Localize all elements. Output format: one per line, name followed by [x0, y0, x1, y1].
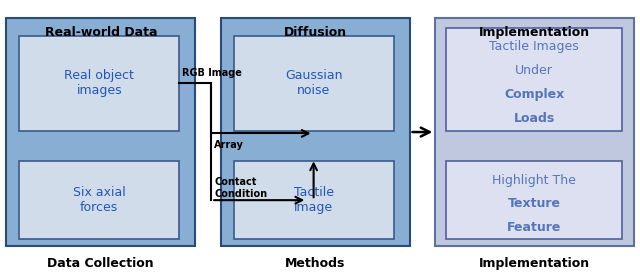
Text: Tactile Images: Tactile Images [489, 40, 579, 53]
Text: Complex: Complex [504, 88, 564, 101]
FancyBboxPatch shape [234, 36, 394, 131]
Text: Data Collection: Data Collection [47, 257, 154, 270]
Text: Six axial
forces: Six axial forces [73, 186, 125, 214]
FancyBboxPatch shape [446, 161, 622, 239]
Text: Under: Under [515, 64, 553, 77]
FancyBboxPatch shape [234, 161, 394, 239]
Text: Methods: Methods [285, 257, 346, 270]
Text: Implementation: Implementation [479, 257, 590, 270]
FancyBboxPatch shape [19, 36, 179, 131]
FancyBboxPatch shape [221, 18, 410, 246]
Text: Array: Array [214, 140, 244, 150]
Text: Tactile
image: Tactile image [294, 186, 333, 214]
FancyBboxPatch shape [446, 28, 622, 131]
Text: Real-world Data: Real-world Data [45, 26, 157, 39]
Text: Feature: Feature [507, 221, 561, 234]
FancyBboxPatch shape [6, 18, 195, 246]
Text: RGB Image: RGB Image [182, 68, 243, 78]
FancyBboxPatch shape [19, 161, 179, 239]
Text: Highlight The: Highlight The [492, 173, 576, 187]
Text: Real object
images: Real object images [64, 70, 134, 97]
Text: Texture: Texture [508, 197, 561, 210]
FancyBboxPatch shape [435, 18, 634, 246]
Text: Loads: Loads [513, 112, 555, 125]
Text: Diffusion: Diffusion [284, 26, 347, 39]
Text: Contact
Condition: Contact Condition [214, 177, 268, 199]
Text: Gaussian
noise: Gaussian noise [285, 70, 342, 97]
Text: Implementation: Implementation [479, 26, 590, 39]
